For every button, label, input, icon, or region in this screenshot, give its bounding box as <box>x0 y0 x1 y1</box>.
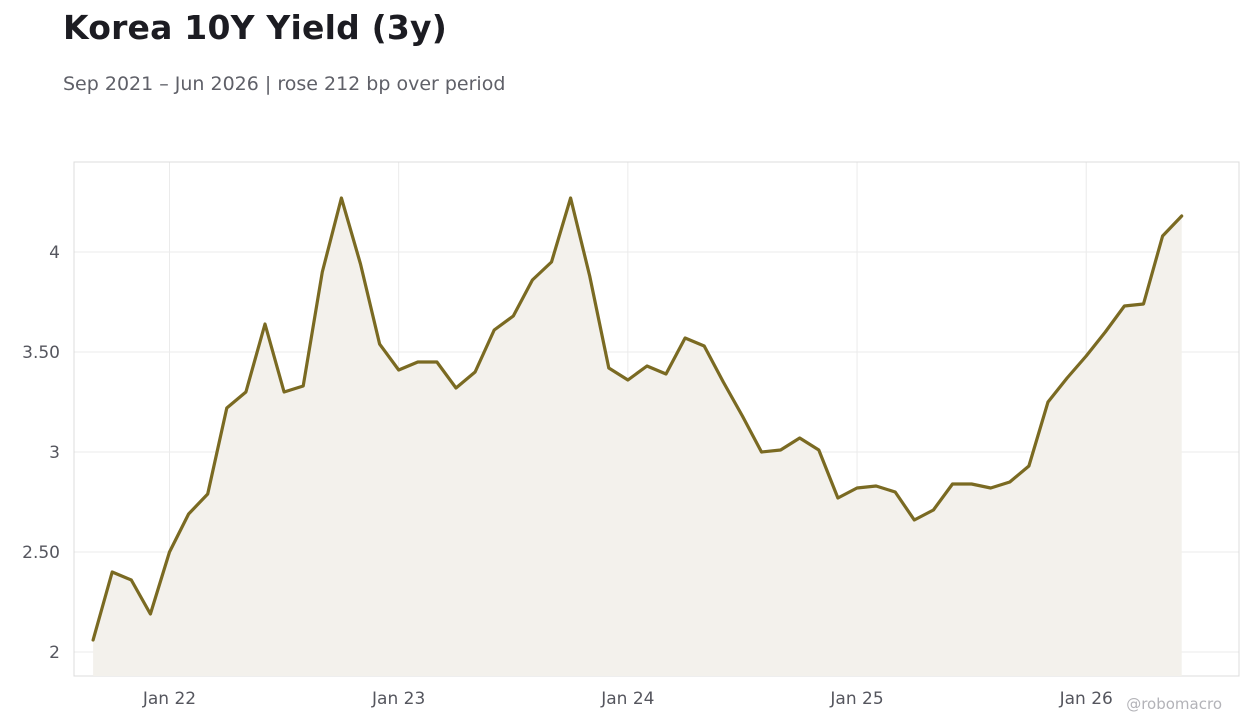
y-tick-label: 4 <box>49 243 60 263</box>
series-line <box>91 196 1184 642</box>
chart-title: Korea 10Y Yield (3y) <box>63 8 448 47</box>
y-tick-label: 2 <box>49 643 60 663</box>
x-axis-ticks: Jan 22 Jan 23 Jan 24 Jan 25 Jan 26 <box>142 689 1113 709</box>
y-tick-label: 3 <box>49 443 60 463</box>
area-fill <box>93 198 1182 676</box>
x-tick-label: Jan 24 <box>600 689 654 709</box>
y-axis-ticks: 2 2.50 3 3.50 4 <box>22 243 60 663</box>
x-tick-label: Jan 22 <box>142 689 196 709</box>
watermark: @robomacro <box>1126 695 1222 713</box>
x-tick-label: Jan 25 <box>829 689 883 709</box>
y-tick-label: 2.50 <box>22 543 60 563</box>
chart-subtitle: Sep 2021 – Jun 2026 | rose 212 bp over p… <box>63 73 506 95</box>
x-tick-label: Jan 26 <box>1059 689 1113 709</box>
x-tick-label: Jan 23 <box>371 689 425 709</box>
y-tick-label: 3.50 <box>22 343 60 363</box>
